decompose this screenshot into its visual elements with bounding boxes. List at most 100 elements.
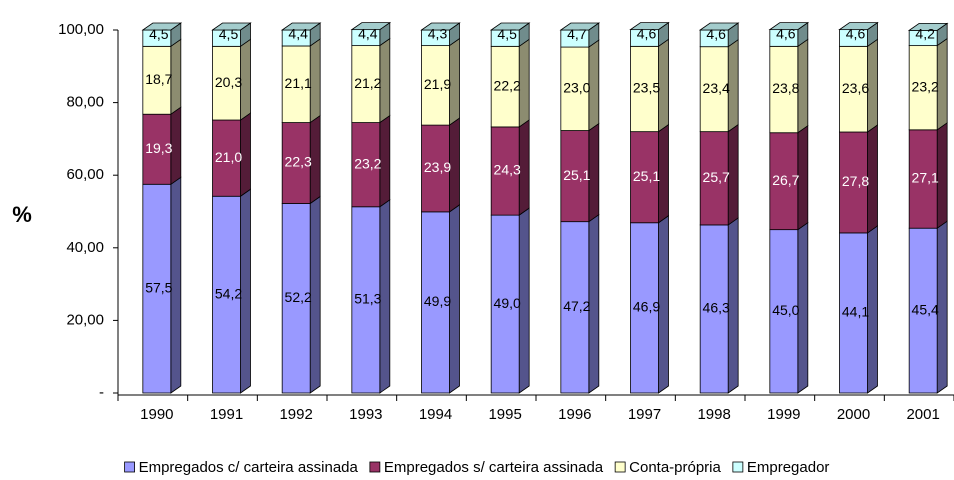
value-label: 4,5: [149, 26, 169, 42]
bar: [699, 224, 729, 394]
legend-swatch: [614, 461, 626, 473]
bar: [212, 195, 241, 394]
value-label: 27,1: [912, 170, 939, 186]
x-tick-label: 1991: [210, 406, 243, 423]
bar: [490, 214, 520, 394]
value-label: 23,2: [354, 155, 381, 171]
bar: [908, 227, 938, 394]
bar: [839, 45, 868, 133]
x-tick-label: 1999: [767, 406, 800, 423]
value-label: 27,8: [842, 173, 869, 189]
bar: [421, 211, 450, 394]
x-tick-label: 1998: [697, 406, 730, 423]
x-tick-label: 1992: [279, 406, 312, 423]
value-label: 46,9: [633, 299, 660, 315]
value-label: 23,2: [912, 78, 939, 94]
bar: [281, 45, 311, 123]
y-axis-label: %: [12, 202, 32, 227]
bar: [630, 131, 659, 224]
bar-top: [907, 22, 949, 31]
bar: [699, 131, 729, 226]
bar: [769, 229, 799, 394]
bar-top: [350, 22, 392, 31]
x-tick-label: 1993: [349, 406, 382, 423]
value-label: 18,7: [145, 71, 172, 87]
value-label: 4,6: [776, 26, 796, 42]
value-label: 49,9: [424, 293, 451, 309]
x-tick-label: 1996: [558, 406, 591, 423]
value-label: 4,6: [706, 26, 726, 42]
bar: [630, 222, 659, 394]
bar: [421, 45, 450, 126]
value-label: 4,4: [358, 25, 378, 41]
bar: [908, 45, 938, 131]
value-label: 54,2: [215, 285, 242, 301]
bar-top: [141, 22, 183, 31]
bar: [281, 203, 311, 394]
value-label: 4,4: [288, 26, 308, 42]
value-label: 49,0: [494, 295, 521, 311]
x-tick-label: 2001: [906, 406, 939, 423]
x-tick-label: 1997: [628, 406, 661, 423]
value-label: 20,3: [215, 74, 242, 90]
value-label: 4,5: [219, 26, 239, 42]
value-label: 45,0: [772, 302, 799, 318]
value-label: 57,5: [145, 279, 172, 295]
value-label: 4,6: [637, 26, 657, 42]
bar-top: [211, 22, 252, 31]
value-label: 23,4: [703, 80, 730, 96]
bar-top: [489, 22, 531, 31]
x-tick-label: 1995: [488, 406, 521, 423]
value-label: 47,2: [563, 298, 590, 314]
bar: [212, 45, 241, 121]
legend-label: Empregados c/ carteira assinada: [139, 459, 359, 476]
y-tick-label: 20,00: [66, 311, 104, 328]
value-label: 25,1: [633, 168, 660, 184]
value-label: 21,1: [285, 75, 312, 91]
value-label: 21,0: [215, 149, 242, 165]
value-label: 23,9: [424, 159, 451, 175]
bar-top: [280, 22, 322, 31]
y-tick-label: 80,00: [66, 94, 104, 111]
bar: [351, 45, 381, 123]
value-label: 4,2: [915, 26, 935, 42]
value-label: 4,5: [497, 26, 517, 42]
value-label: 23,0: [563, 80, 590, 96]
bar: [142, 45, 172, 115]
bar: [421, 124, 450, 213]
value-label: 52,2: [285, 289, 312, 305]
bar-top: [420, 22, 461, 31]
value-label: 24,3: [494, 162, 521, 178]
value-label: 23,5: [633, 80, 660, 96]
y-tick-label: 60,00: [66, 166, 104, 183]
value-label: 23,6: [842, 80, 869, 96]
bar: [490, 45, 520, 128]
x-tick-label: 1994: [419, 406, 452, 423]
value-label: 44,1: [842, 304, 869, 320]
bar-top: [838, 22, 879, 31]
legend-label: Empregados s/ carteira assinada: [384, 459, 604, 476]
bar: [351, 206, 381, 394]
y-tick-label: -: [99, 384, 104, 401]
bar: [142, 183, 172, 394]
value-label: 4,7: [567, 26, 587, 42]
bar-top: [559, 22, 601, 31]
value-label: 19,3: [145, 140, 172, 156]
bar: [699, 46, 729, 133]
bar-top: [768, 22, 810, 31]
legend-label: Empregador: [747, 459, 830, 476]
legend-label: Conta-própria: [629, 459, 721, 476]
bar: [212, 119, 241, 197]
legend-swatch: [732, 461, 744, 473]
bar: [839, 232, 868, 394]
bar: [560, 46, 590, 131]
value-label: 46,3: [703, 300, 730, 316]
value-label: 25,1: [563, 167, 590, 183]
x-tick-label: 1990: [140, 406, 173, 423]
value-label: 45,4: [912, 301, 939, 317]
value-label: 26,7: [772, 172, 799, 188]
value-label: 4,3: [428, 26, 448, 42]
bar-top: [698, 22, 740, 31]
bar-top: [629, 22, 670, 31]
